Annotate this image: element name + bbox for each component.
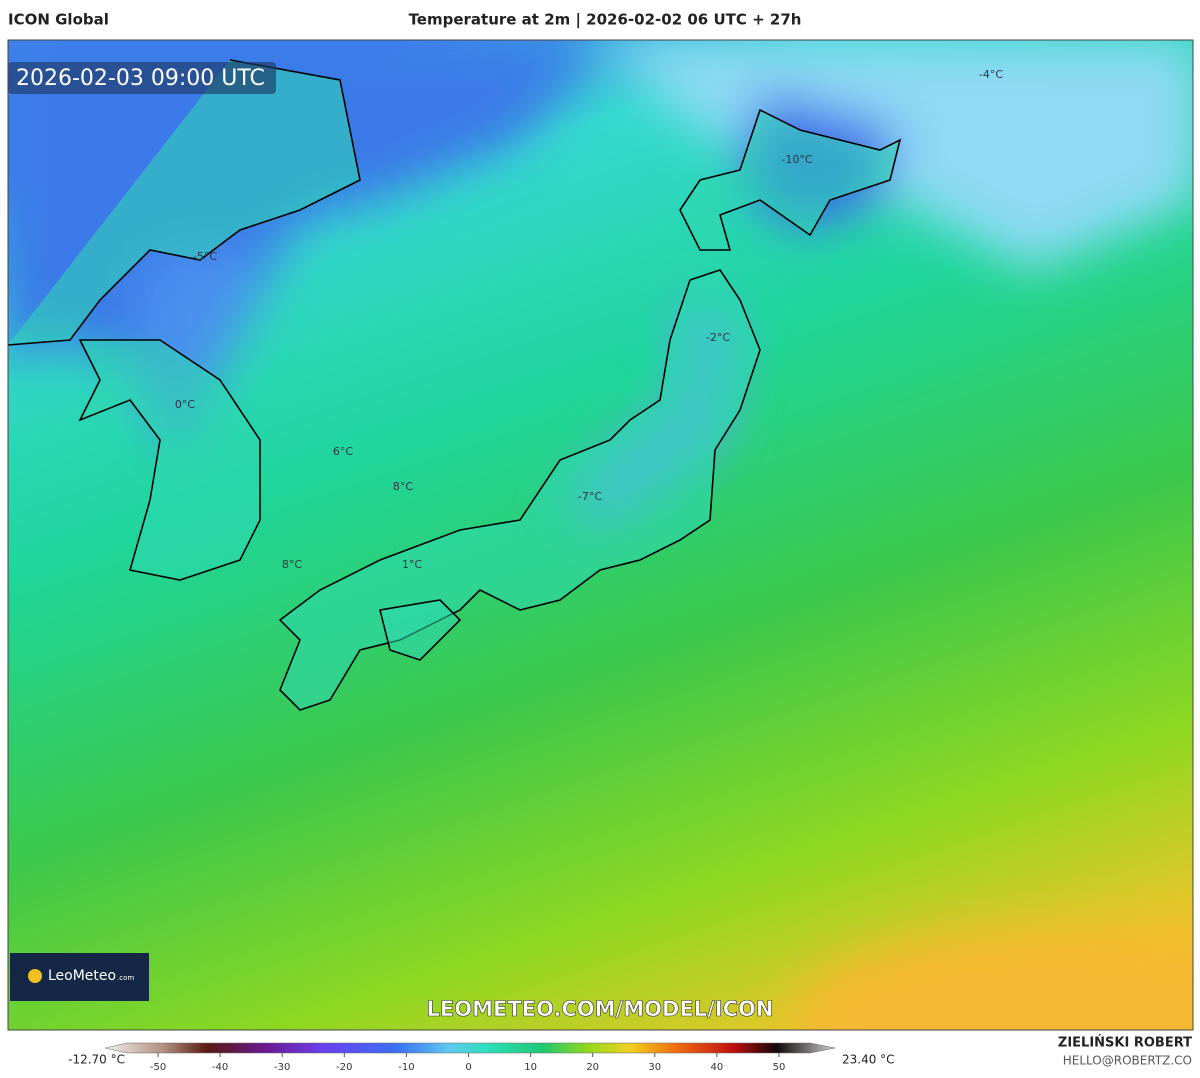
coastlines [8, 59, 902, 711]
temperature-label: 1°C [402, 558, 422, 571]
tick-label: 50 [773, 1062, 786, 1073]
tick-label: -40 [212, 1062, 228, 1073]
tick-label: -30 [274, 1062, 290, 1073]
logo-suffix: .com [117, 974, 134, 982]
temperature-label: 0°C [175, 398, 195, 411]
temperature-label: -4°C [979, 68, 1003, 81]
colorbar [104, 1042, 836, 1054]
author: ZIELIŃSKI ROBERT [1058, 1035, 1192, 1051]
tick-label: -20 [336, 1062, 352, 1073]
time-box [8, 62, 276, 94]
colorbar-max: 23.40 °C [842, 1053, 895, 1067]
temperature-label: -2°C [706, 331, 730, 344]
map-frame [7, 39, 1194, 1031]
temperature-label: -7°C [578, 490, 602, 503]
colorbar-ticks: -50 -40 -30 -20 -10 0 10 20 30 40 50 [150, 1053, 785, 1073]
tick-label: 40 [710, 1062, 723, 1073]
temperature-labels: -4°C -10°C -5°C -2°C 0°C 6°C 8°C -7°C 8°C 1°C [175, 68, 1003, 571]
tick-label: 0 [465, 1062, 471, 1073]
colorbar-min: -12.70 °C [68, 1053, 125, 1067]
logo-sun [28, 969, 42, 983]
temperature-label: 6°C [333, 445, 353, 458]
map: -4°C -10°C -5°C -2°C 0°C 6°C 8°C -7°C 8°C 1°C 202… [8, 40, 1193, 1030]
model-name: ICON Global [8, 11, 109, 29]
tick-label: -10 [398, 1062, 414, 1073]
valid-time: 2026-02-03 09:00 UTC [16, 66, 265, 91]
watermark: LEOMETEO.COM/MODEL/ICON [427, 997, 774, 1021]
temperature-label: -5°C [193, 250, 217, 263]
tick-label: 30 [648, 1062, 661, 1073]
tick-label: -50 [150, 1062, 166, 1073]
temperature-label: 8°C [393, 480, 413, 493]
tick-label: 20 [586, 1062, 599, 1073]
temperature-label: -10°C [781, 153, 812, 166]
map-title: Temperature at 2m | 2026-02-02 06 UTC + … [409, 11, 802, 30]
logo-text: LeoMeteo [48, 968, 116, 984]
email: HELLO@ROBERTZ.CO [1063, 1054, 1192, 1068]
tick-label: 10 [524, 1062, 537, 1073]
temperature-label: 8°C [282, 558, 302, 571]
